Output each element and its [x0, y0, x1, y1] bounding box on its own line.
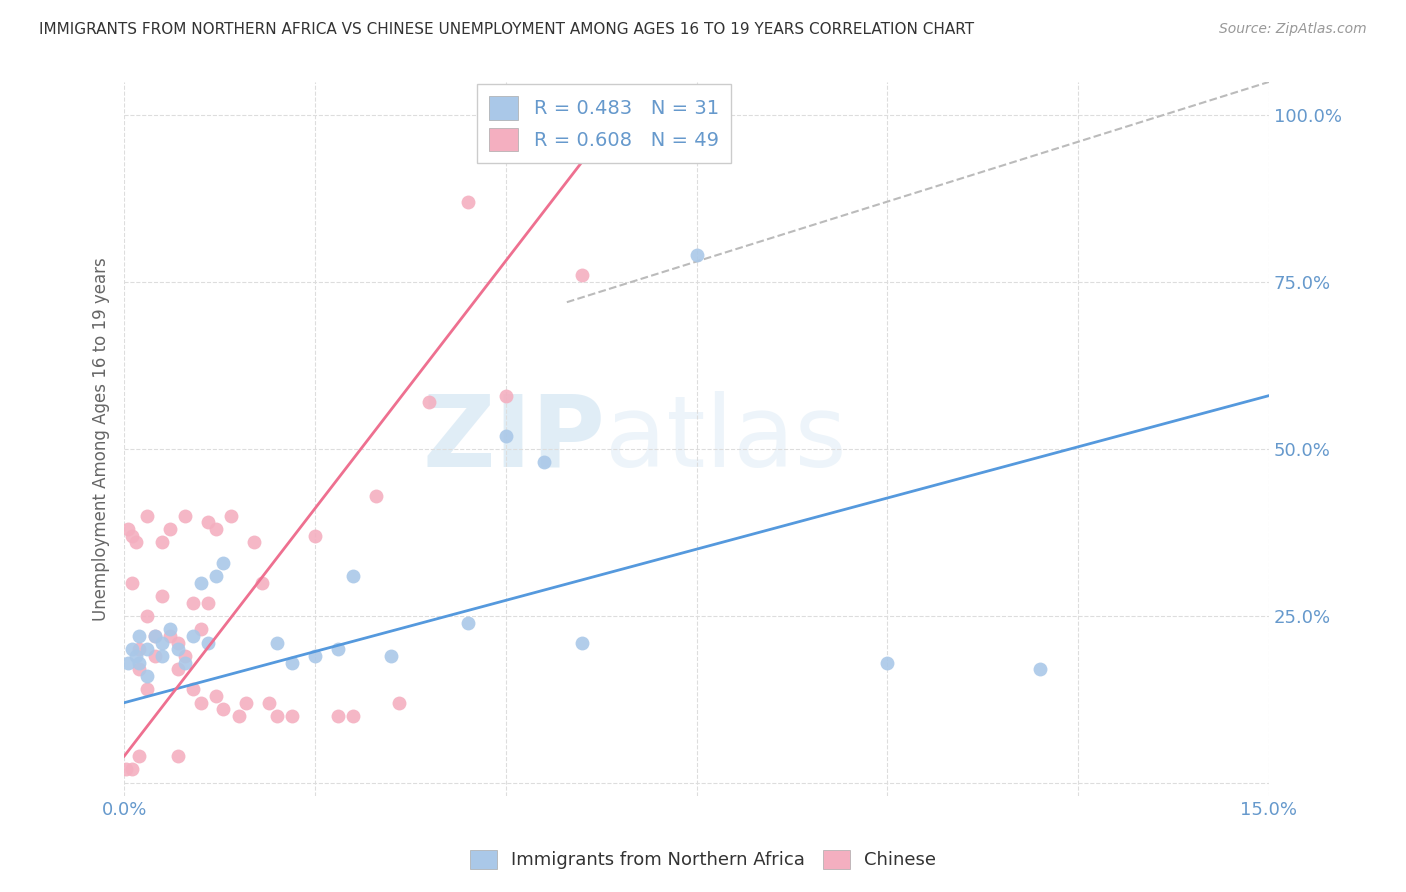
Point	[128, 749, 150, 764]
Point	[143, 648, 166, 663]
Text: ZIP: ZIP	[422, 391, 605, 488]
Point	[150, 535, 173, 549]
Point	[212, 556, 235, 570]
Point	[128, 642, 150, 657]
Point	[250, 575, 273, 590]
Point	[166, 642, 188, 657]
Point	[281, 656, 304, 670]
Point	[190, 622, 212, 636]
Point	[342, 569, 364, 583]
Point	[304, 529, 326, 543]
Point	[304, 648, 326, 663]
Point	[159, 522, 181, 536]
Point	[457, 195, 479, 210]
Point	[418, 395, 440, 409]
Point	[190, 575, 212, 590]
Point	[121, 529, 143, 543]
Point	[685, 248, 707, 262]
Point	[204, 569, 226, 583]
Point	[136, 608, 159, 623]
Point	[117, 656, 139, 670]
Point	[342, 709, 364, 723]
Point	[326, 642, 349, 657]
Point	[166, 635, 188, 649]
Text: Source: ZipAtlas.com: Source: ZipAtlas.com	[1219, 22, 1367, 37]
Point	[121, 642, 143, 657]
Point	[117, 522, 139, 536]
Point	[204, 689, 226, 703]
Point	[457, 615, 479, 630]
Point	[121, 575, 143, 590]
Point	[876, 656, 898, 670]
Point	[197, 635, 219, 649]
Point	[136, 508, 159, 523]
Point	[124, 535, 146, 549]
Point	[114, 763, 136, 777]
Point	[326, 709, 349, 723]
Point	[159, 622, 181, 636]
Point	[121, 763, 143, 777]
Point	[380, 648, 402, 663]
Point	[243, 535, 266, 549]
Point	[197, 596, 219, 610]
Point	[219, 508, 242, 523]
Point	[388, 696, 411, 710]
Point	[235, 696, 257, 710]
Point	[181, 682, 204, 697]
Point	[197, 516, 219, 530]
Point	[136, 642, 159, 657]
Point	[143, 629, 166, 643]
Text: atlas: atlas	[605, 391, 846, 488]
Point	[1029, 662, 1052, 676]
Point	[174, 508, 197, 523]
Point	[266, 635, 288, 649]
Point	[128, 629, 150, 643]
Point	[136, 682, 159, 697]
Point	[181, 596, 204, 610]
Point	[150, 648, 173, 663]
Point	[181, 629, 204, 643]
Point	[166, 749, 188, 764]
Point	[281, 709, 304, 723]
Point	[257, 696, 280, 710]
Point	[228, 709, 250, 723]
Point	[124, 648, 146, 663]
Point	[143, 629, 166, 643]
Point	[495, 428, 517, 442]
Point	[204, 522, 226, 536]
Point	[212, 702, 235, 716]
Point	[266, 709, 288, 723]
Point	[364, 489, 387, 503]
Legend: R = 0.483   N = 31, R = 0.608   N = 49: R = 0.483 N = 31, R = 0.608 N = 49	[478, 85, 731, 163]
Point	[159, 629, 181, 643]
Y-axis label: Unemployment Among Ages 16 to 19 years: Unemployment Among Ages 16 to 19 years	[93, 257, 110, 621]
Point	[166, 662, 188, 676]
Point	[174, 648, 197, 663]
Point	[150, 635, 173, 649]
Point	[190, 696, 212, 710]
Point	[571, 635, 593, 649]
Text: IMMIGRANTS FROM NORTHERN AFRICA VS CHINESE UNEMPLOYMENT AMONG AGES 16 TO 19 YEAR: IMMIGRANTS FROM NORTHERN AFRICA VS CHINE…	[39, 22, 974, 37]
Point	[136, 669, 159, 683]
Point	[128, 662, 150, 676]
Point	[495, 389, 517, 403]
Point	[571, 268, 593, 283]
Point	[533, 455, 555, 469]
Legend: Immigrants from Northern Africa, Chinese: Immigrants from Northern Africa, Chinese	[461, 841, 945, 879]
Point	[174, 656, 197, 670]
Point	[128, 656, 150, 670]
Point	[150, 589, 173, 603]
